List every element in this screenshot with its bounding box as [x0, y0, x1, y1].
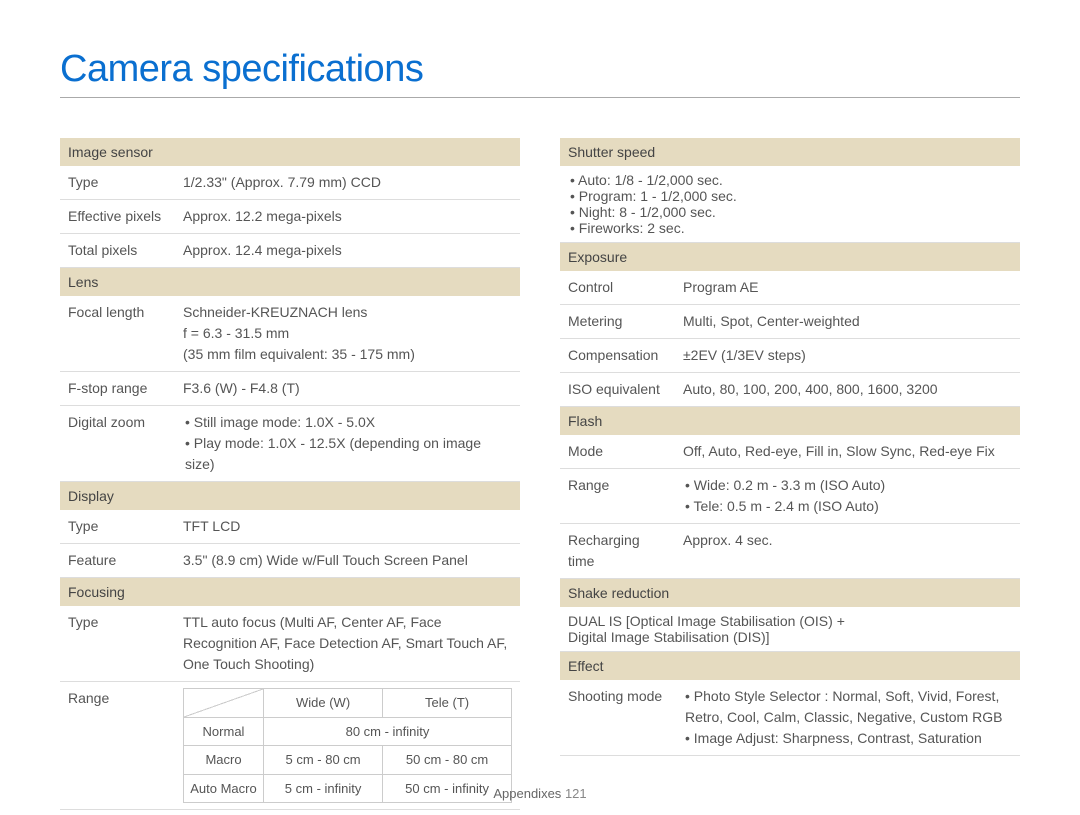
cell-value: Off, Auto, Red-eye, Fill in, Slow Sync, … [675, 435, 1020, 469]
list-item: Photo Style Selector : Normal, Soft, Viv… [685, 686, 1012, 728]
list-item: Program: 1 - 1/2,000 sec. [570, 188, 1012, 204]
section-focusing: Focusing [60, 578, 520, 606]
text-line: Digital Image Stabilisation (DIS)] [568, 629, 1012, 645]
list-item: Fireworks: 2 sec. [570, 220, 1012, 236]
section-exposure: Exposure [560, 243, 1020, 271]
cell-value: Approx. 4 sec. [675, 524, 1020, 579]
cell-value: TFT LCD [175, 510, 520, 544]
sub-cell: 5 cm - 80 cm [264, 746, 383, 775]
text-line: f = 6.3 - 31.5 mm [183, 323, 512, 344]
cell-label: Type [60, 166, 175, 200]
cell-value: Approx. 12.2 mega-pixels [175, 200, 520, 234]
section-lens: Lens [60, 268, 520, 296]
cell-label: Metering [560, 305, 675, 339]
cell-label: Shooting mode [560, 680, 675, 756]
table-exposure: ControlProgram AE MeteringMulti, Spot, C… [560, 271, 1020, 407]
list-item: Image Adjust: Sharpness, Contrast, Satur… [685, 728, 1012, 749]
cell-label: Recharging time [560, 524, 675, 579]
cell-label: Effective pixels [60, 200, 175, 234]
page-footer: Appendixes 121 [0, 786, 1080, 801]
cell-value: 1/2.33" (Approx. 7.79 mm) CCD [175, 166, 520, 200]
cell-value: F3.6 (W) - F4.8 (T) [175, 372, 520, 406]
section-shake: Shake reduction [560, 579, 1020, 607]
section-effect: Effect [560, 652, 1020, 680]
text-line: (35 mm film equivalent: 35 - 175 mm) [183, 344, 512, 365]
cell-value: Still image mode: 1.0X - 5.0X Play mode:… [175, 406, 520, 482]
cell-label: Type [60, 510, 175, 544]
section-display: Display [60, 482, 520, 510]
table-effect: Shooting mode Photo Style Selector : Nor… [560, 680, 1020, 756]
footer-page-number: 121 [565, 786, 587, 801]
cell-label: F-stop range [60, 372, 175, 406]
cell-value: Schneider-KREUZNACH lens f = 6.3 - 31.5 … [175, 296, 520, 372]
cell-label: Type [60, 606, 175, 682]
section-flash: Flash [560, 407, 1020, 435]
table-image-sensor: Type1/2.33" (Approx. 7.79 mm) CCD Effect… [60, 166, 520, 268]
sub-cell: 50 cm - 80 cm [383, 746, 512, 775]
sub-rowname: Macro [184, 746, 264, 775]
sub-header: Tele (T) [383, 689, 512, 718]
cell-value: TTL auto focus (Multi AF, Center AF, Fac… [175, 606, 520, 682]
list-item: Night: 8 - 1/2,000 sec. [570, 204, 1012, 220]
cell-label: Compensation [560, 339, 675, 373]
footer-section: Appendixes [493, 786, 561, 801]
sub-cell: 80 cm - infinity [264, 717, 512, 746]
cell-value: Auto, 80, 100, 200, 400, 800, 1600, 3200 [675, 373, 1020, 407]
cell-label: Digital zoom [60, 406, 175, 482]
right-column: Shutter speed Auto: 1/8 - 1/2,000 sec. P… [560, 138, 1020, 810]
list-item: Wide: 0.2 m - 3.3 m (ISO Auto) [685, 475, 1012, 496]
left-column: Image sensor Type1/2.33" (Approx. 7.79 m… [60, 138, 520, 810]
table-focusing: Type TTL auto focus (Multi AF, Center AF… [60, 606, 520, 810]
shake-body: DUAL IS [Optical Image Stabilisation (OI… [560, 607, 1020, 652]
cell-label: ISO equivalent [560, 373, 675, 407]
sub-rowname: Normal [184, 717, 264, 746]
cell-label: Feature [60, 544, 175, 578]
page-title: Camera specifications [60, 48, 1020, 98]
table-display: TypeTFT LCD Feature3.5" (8.9 cm) Wide w/… [60, 510, 520, 578]
shutter-body: Auto: 1/8 - 1/2,000 sec. Program: 1 - 1/… [560, 166, 1020, 243]
cell-value: ±2EV (1/3EV steps) [675, 339, 1020, 373]
list-item: Auto: 1/8 - 1/2,000 sec. [570, 172, 1012, 188]
section-shutter: Shutter speed [560, 138, 1020, 166]
spec-columns: Image sensor Type1/2.33" (Approx. 7.79 m… [60, 138, 1020, 810]
cell-value: Photo Style Selector : Normal, Soft, Viv… [675, 680, 1020, 756]
sub-corner [184, 689, 264, 718]
table-flash: ModeOff, Auto, Red-eye, Fill in, Slow Sy… [560, 435, 1020, 579]
cell-label: Focal length [60, 296, 175, 372]
cell-value: Wide: 0.2 m - 3.3 m (ISO Auto) Tele: 0.5… [675, 469, 1020, 524]
section-image-sensor: Image sensor [60, 138, 520, 166]
cell-value: Program AE [675, 271, 1020, 305]
table-lens: Focal length Schneider-KREUZNACH lens f … [60, 296, 520, 482]
list-item: Tele: 0.5 m - 2.4 m (ISO Auto) [685, 496, 1012, 517]
sub-header: Wide (W) [264, 689, 383, 718]
cell-value: Approx. 12.4 mega-pixels [175, 234, 520, 268]
list-item: Play mode: 1.0X - 12.5X (depending on im… [185, 433, 512, 475]
list-item: Still image mode: 1.0X - 5.0X [185, 412, 512, 433]
cell-value: Multi, Spot, Center-weighted [675, 305, 1020, 339]
cell-label: Control [560, 271, 675, 305]
cell-label: Total pixels [60, 234, 175, 268]
cell-label: Range [560, 469, 675, 524]
text-line: DUAL IS [Optical Image Stabilisation (OI… [568, 613, 1012, 629]
text-line: Schneider-KREUZNACH lens [183, 302, 512, 323]
cell-label: Mode [560, 435, 675, 469]
cell-value: 3.5" (8.9 cm) Wide w/Full Touch Screen P… [175, 544, 520, 578]
